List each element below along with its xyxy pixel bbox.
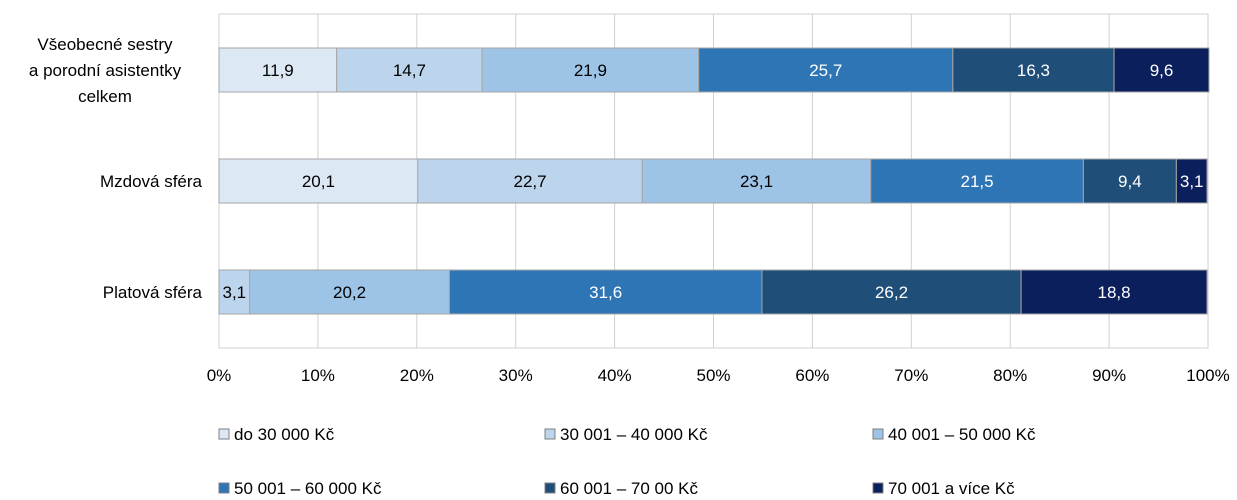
x-tick-label: 20%: [400, 366, 434, 385]
x-tick-label: 80%: [993, 366, 1027, 385]
legend-label: 70 001 a více Kč: [888, 479, 1015, 498]
data-label: 3,1: [223, 283, 247, 302]
data-label: 21,9: [574, 61, 607, 80]
x-tick-label: 70%: [894, 366, 928, 385]
bar-segment: [417, 158, 643, 204]
data-label: 23,1: [740, 172, 773, 191]
bar-segment: [1113, 47, 1210, 93]
bar-segment: [218, 158, 419, 204]
data-label: 31,6: [589, 283, 622, 302]
data-label: 11,9: [262, 61, 294, 80]
legend-label: 30 001 – 40 000 Kč: [560, 425, 708, 444]
bar-segment: [952, 47, 1115, 93]
bar-segment: [870, 158, 1084, 204]
data-label: 26,2: [875, 283, 908, 302]
legend-swatch: [218, 428, 230, 440]
data-label: 20,2: [333, 283, 366, 302]
bars: [218, 47, 1210, 315]
x-tick-label: 40%: [598, 366, 632, 385]
category-label: Mzdová sféra: [100, 172, 203, 191]
legend-swatch: [872, 428, 884, 440]
legend-label: 60 001 – 70 00 Kč: [560, 479, 699, 498]
bar-segment: [218, 269, 251, 315]
legend-swatch: [218, 482, 230, 494]
bar-segment: [218, 47, 338, 93]
data-label: 25,7: [809, 61, 842, 80]
bar-segment: [1175, 158, 1208, 204]
legend-label: 40 001 – 50 000 Kč: [888, 425, 1036, 444]
x-tick-label: 0%: [207, 366, 232, 385]
bar-segment: [1082, 158, 1177, 204]
legend-swatch: [872, 482, 884, 494]
legend-label: do 30 000 Kč: [234, 425, 335, 444]
legend-label: 50 001 – 60 000 Kč: [234, 479, 382, 498]
category-label: a porodní asistentky: [29, 61, 182, 80]
x-tick-label: 100%: [1186, 366, 1229, 385]
x-tick-label: 90%: [1092, 366, 1126, 385]
legend-swatch: [544, 482, 556, 494]
bar-segment: [448, 269, 763, 315]
legend-swatch: [544, 428, 556, 440]
legend: do 30 000 Kč 30 001 – 40 000 Kč 40 001 – 5…: [218, 425, 1036, 498]
x-tick-label: 10%: [301, 366, 335, 385]
data-label: 9,4: [1118, 172, 1142, 191]
category-label: Všeobecné sestry: [37, 35, 173, 54]
data-label: 16,3: [1017, 61, 1050, 80]
category-label: Platová sféra: [103, 283, 203, 302]
bar-segment: [249, 269, 450, 315]
value-labels: 11,9 14,7 21,9 25,7 16,3 9,6 20,1 22,7 23,1 21,5 9…: [223, 61, 1204, 302]
data-label: 18,8: [1097, 283, 1130, 302]
x-tick-label: 50%: [696, 366, 730, 385]
bar-segment: [1020, 269, 1208, 315]
data-label: 20,1: [302, 172, 335, 191]
data-label: 14,7: [393, 61, 426, 80]
data-label: 9,6: [1150, 61, 1174, 80]
data-label: 21,5: [961, 172, 994, 191]
bar-segment: [761, 269, 1022, 315]
category-label: celkem: [78, 87, 132, 106]
x-tick-label: 60%: [795, 366, 829, 385]
data-label: 3,1: [1180, 172, 1204, 191]
data-label: 22,7: [513, 172, 546, 191]
x-tick-label: 30%: [499, 366, 533, 385]
x-axis-tick-labels: 0% 10% 20% 30% 40% 50% 60% 70% 80% 90% 100%: [207, 366, 1230, 385]
category-labels: Všeobecné sestry a porodní asistentky celk…: [29, 35, 203, 302]
